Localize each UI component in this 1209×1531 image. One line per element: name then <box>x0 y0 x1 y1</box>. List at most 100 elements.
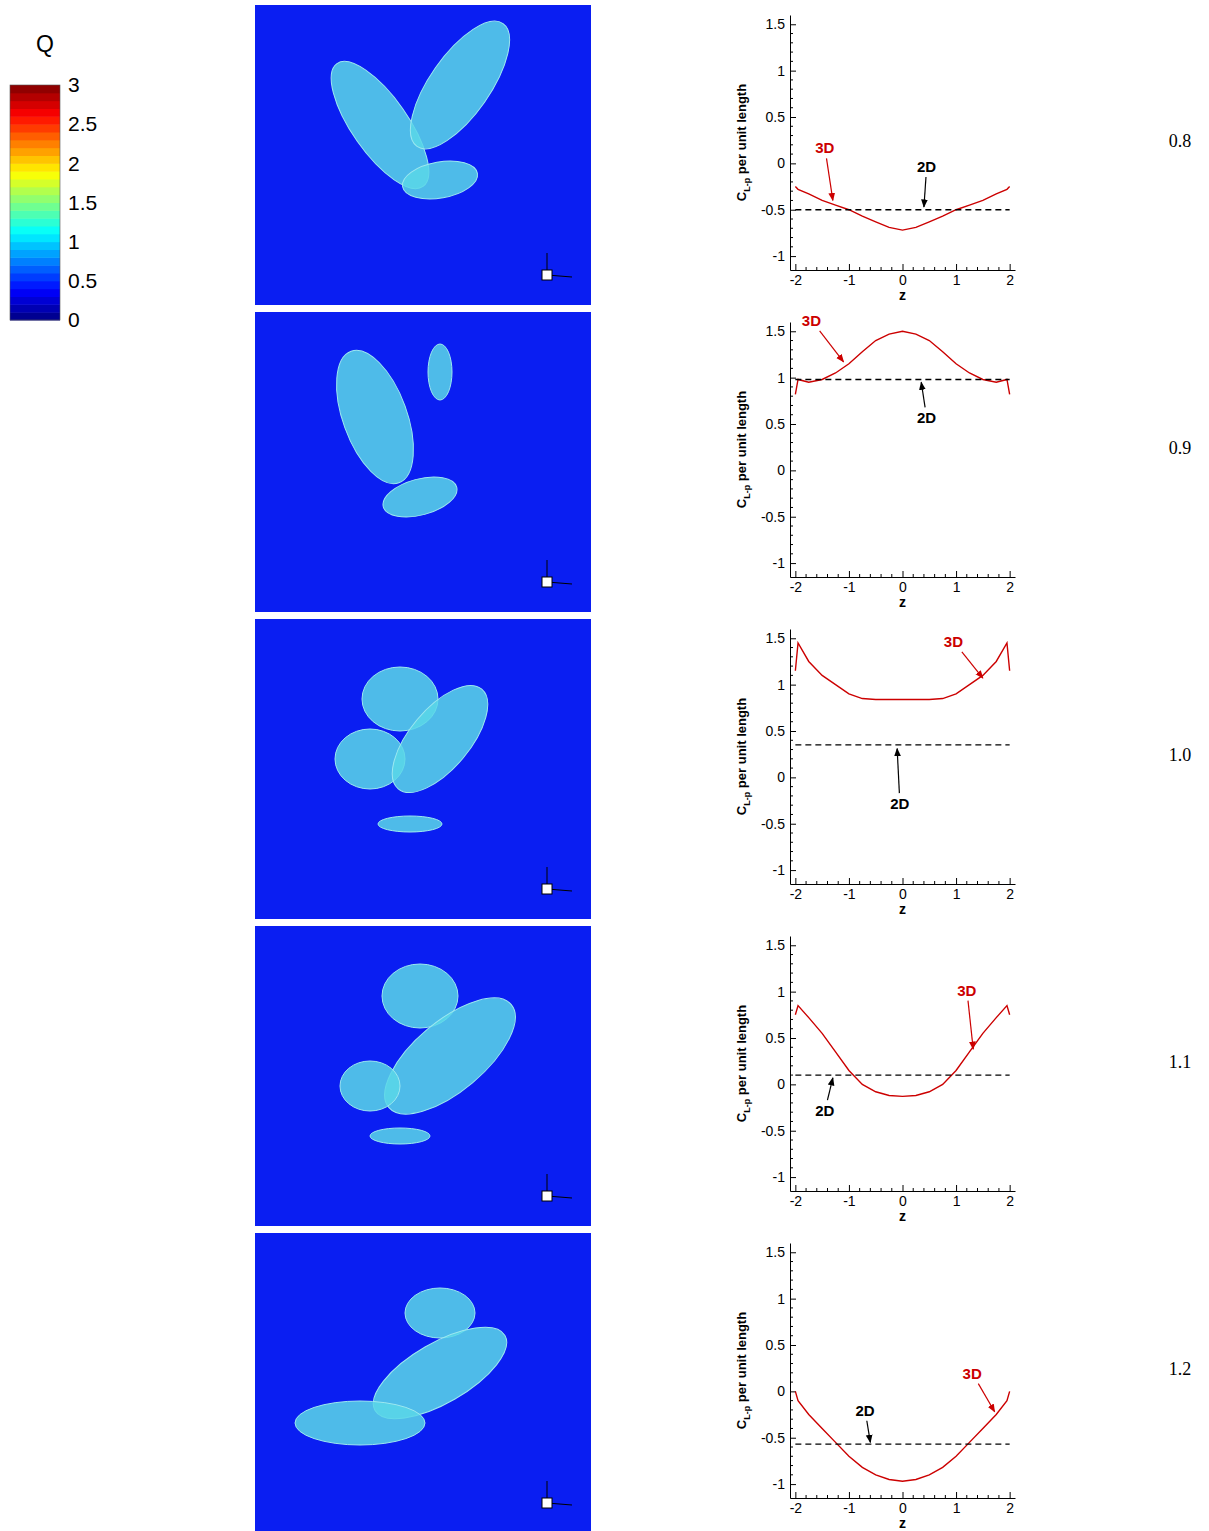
y-tick-label: 1 <box>777 677 785 693</box>
y-axis-title: CL-p per unit length <box>734 84 752 201</box>
minor-tick <box>870 267 871 270</box>
y-axis-title-part: per unit length <box>734 391 749 485</box>
minor-tick <box>998 574 999 577</box>
minor-tick <box>790 1400 793 1401</box>
annotation-arrow <box>827 1078 832 1100</box>
minor-tick <box>790 144 793 145</box>
y-tick: -0.5 <box>761 202 796 218</box>
y-tick: 1 <box>777 63 796 79</box>
axis-triad <box>542 253 572 280</box>
y-tick-mark <box>790 731 796 732</box>
colorbar-band <box>10 116 60 124</box>
x-axis: -2-1012 <box>790 1492 1016 1516</box>
minor-tick <box>934 1188 935 1191</box>
x-tick-mark <box>795 1492 796 1498</box>
colorbar-band <box>10 109 60 117</box>
y-tick: -0.5 <box>761 1123 796 1139</box>
y-tick-label: 1 <box>777 1291 785 1307</box>
y-tick: -1 <box>773 555 796 571</box>
x-tick-label: -1 <box>843 1193 856 1209</box>
axis-triad <box>542 560 572 587</box>
annotation-arrow <box>826 158 832 200</box>
y-tick-label: -1 <box>773 555 786 571</box>
minor-tick <box>790 982 793 983</box>
y-tick-label: -1 <box>773 248 786 264</box>
minor-tick <box>790 526 793 527</box>
x-tick: -2 <box>790 1185 803 1209</box>
minor-tick <box>790 1075 793 1076</box>
colorbar-band <box>10 187 60 195</box>
x-tick-label: 0 <box>899 1193 907 1209</box>
minor-tick <box>790 795 793 796</box>
colorbar-tick: 2.5 <box>60 112 97 135</box>
series-label: 3D <box>802 312 821 329</box>
minor-tick <box>790 135 793 136</box>
x-tick: 1 <box>953 264 961 288</box>
y-tick: 0.5 <box>766 1030 796 1046</box>
y-tick-label: 0.5 <box>766 416 786 432</box>
minor-tick <box>790 228 793 229</box>
y-tick: -1 <box>773 1169 796 1185</box>
series-line <box>795 379 1009 380</box>
minor-tick <box>998 267 999 270</box>
minor-tick <box>790 52 793 53</box>
x-tick: -1 <box>843 878 856 902</box>
x-tick-mark <box>849 571 850 577</box>
minor-tick <box>816 267 817 270</box>
y-tick: 1 <box>777 677 796 693</box>
minor-tick <box>790 488 793 489</box>
series-label: 2D <box>890 795 909 812</box>
minor-tick <box>891 574 892 577</box>
annotation-arrow <box>962 652 983 678</box>
y-tick-label: 0 <box>777 1076 785 1092</box>
vortex-tube <box>321 340 429 493</box>
y-axis-line <box>790 16 791 271</box>
minor-tick <box>790 479 793 480</box>
series-label: 2D <box>815 1102 834 1119</box>
minor-tick <box>790 1019 793 1020</box>
y-tick-label: -0.5 <box>761 1123 785 1139</box>
triad-box <box>542 884 552 894</box>
minor-tick <box>891 881 892 884</box>
colorbar-band <box>10 218 60 226</box>
minor-tick <box>790 414 793 415</box>
y-tick-label: -0.5 <box>761 816 785 832</box>
y-tick-mark <box>790 517 796 518</box>
y-tick-mark <box>790 870 796 871</box>
colorbar-tick-label: 2.5 <box>68 112 97 135</box>
x-axis-line <box>791 577 1016 578</box>
x-tick-label: 2 <box>1006 886 1014 902</box>
figure: 00.511.522.53Q-2-1012-1-0.500.511.5zCL-p… <box>0 0 1209 1531</box>
y-tick-mark <box>790 992 796 993</box>
x-axis-title: z <box>899 901 906 917</box>
minor-tick <box>966 267 967 270</box>
minor-tick <box>790 1354 793 1355</box>
x-tick: 2 <box>1006 571 1014 595</box>
minor-tick <box>790 544 793 545</box>
annotation-arrow <box>867 1421 871 1443</box>
minor-tick <box>827 1188 828 1191</box>
x-tick-label: -1 <box>843 1500 856 1516</box>
minor-tick <box>891 1188 892 1191</box>
x-tick-mark <box>1010 264 1011 270</box>
minor-tick <box>988 881 989 884</box>
x-tick: 1 <box>953 1185 961 1209</box>
annotation-arrow <box>820 331 844 362</box>
vortex-image <box>255 312 591 612</box>
y-tick-label: 1.5 <box>766 16 786 32</box>
vortex-image <box>255 926 591 1226</box>
x-tick-label: 1 <box>953 1500 961 1516</box>
minor-tick <box>790 172 793 173</box>
y-tick-label: 0.5 <box>766 723 786 739</box>
minor-tick <box>790 1474 793 1475</box>
x-axis-title: z <box>899 1515 906 1531</box>
series-line <box>795 643 1009 700</box>
x-tick: 1 <box>953 571 961 595</box>
minor-tick <box>934 267 935 270</box>
y-axis-title-part: per unit length <box>734 698 749 792</box>
y-tick: 0.5 <box>766 416 796 432</box>
colorbar-band <box>10 265 60 273</box>
minor-tick <box>966 574 967 577</box>
triad-box <box>542 1498 552 1508</box>
minor-tick <box>923 1495 924 1498</box>
